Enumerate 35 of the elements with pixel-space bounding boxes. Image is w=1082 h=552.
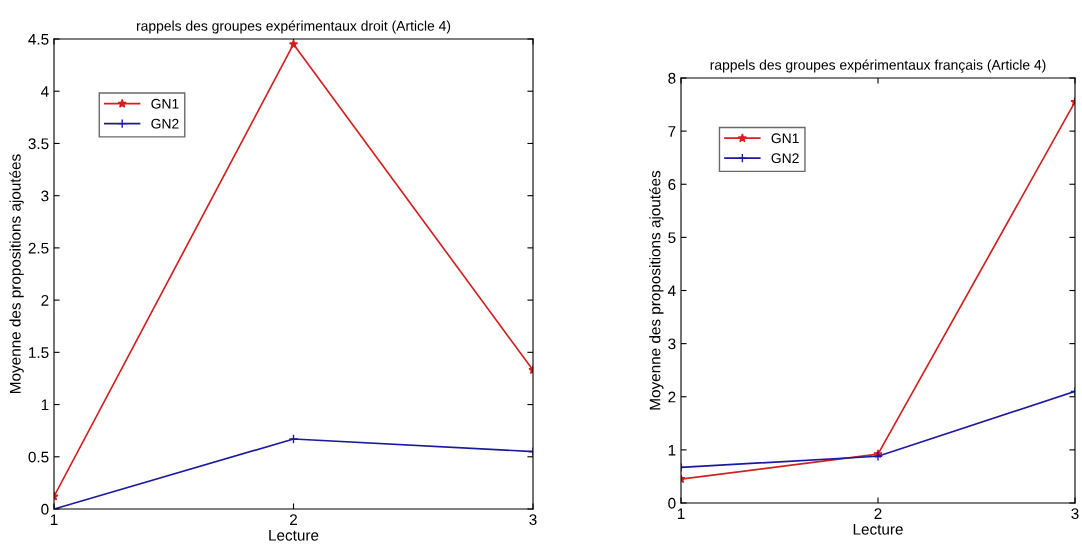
y-tick-label: 4.5 (28, 34, 49, 45)
y-tick-label: 0 (41, 503, 49, 515)
x-axis-title: Lecture (853, 524, 903, 535)
y-tick-label: 0 (668, 497, 676, 509)
y-tick-label: 4 (667, 285, 676, 297)
y-tick-label: 2 (41, 294, 49, 306)
y-tick-label: 5 (668, 232, 676, 244)
legend-label: GN2 (771, 153, 799, 164)
y-tick-label: 1 (668, 444, 676, 456)
x-axis-title: Lecture (269, 530, 319, 541)
x-tick-label: 3 (1071, 508, 1079, 520)
y-tick-label: 3.5 (28, 138, 49, 150)
x-tick-label: 1 (50, 514, 58, 525)
y-tick-label: 4 (40, 86, 49, 97)
y-tick-label: 6 (668, 179, 676, 190)
y-axis-title: Moyenne des propositions ajoutées (9, 154, 24, 393)
x-tick-label: 2 (290, 514, 297, 525)
y-tick-label: 2 (668, 391, 676, 403)
legend-label: GN1 (771, 133, 799, 144)
y-tick-label: 0.5 (28, 451, 49, 463)
y-tick-label: 3 (668, 338, 676, 350)
y-tick-label: 7 (668, 126, 676, 137)
y-tick-label: 8 (668, 72, 676, 84)
x-tick-label: 3 (529, 514, 537, 526)
y-tick-label: 1 (41, 399, 49, 411)
legend-label: GN1 (151, 98, 179, 109)
y-tick-label: 3 (41, 190, 49, 202)
y-tick-label: 1.5 (29, 347, 49, 359)
y-axis-title: Moyenne des propositions ajoutées (649, 170, 664, 410)
y-tick-label: 2.5 (28, 242, 49, 254)
chart-title: rappels des groupes expérimentaux français (Article 4) (710, 59, 1046, 73)
x-tick-label: 1 (677, 508, 685, 519)
legend-label: GN2 (151, 118, 179, 129)
chart-title: rappels des groupes expérimentaux droit (Article 4) (136, 20, 451, 34)
x-tick-label: 2 (874, 508, 882, 519)
